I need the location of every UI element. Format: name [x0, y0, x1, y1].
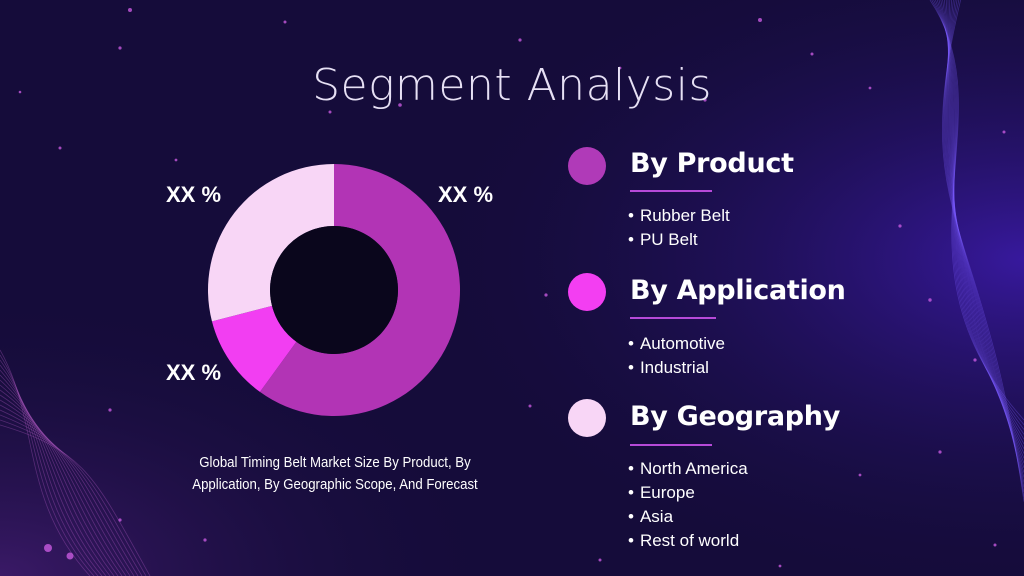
donut-slice-product: [259, 164, 461, 416]
sparkle-dot: [898, 224, 902, 228]
sparkle-dot: [1002, 130, 1006, 134]
wave-line: [0, 399, 131, 576]
wave-line: [0, 364, 103, 576]
wave-line: [944, 0, 1024, 488]
wave-line: [0, 369, 107, 576]
segment-heading-product: By Product: [630, 148, 794, 179]
sparkle-dot: [598, 558, 602, 562]
segment-divider: [630, 190, 712, 192]
wave-line: [945, 0, 1024, 483]
segment-dot-product: [568, 147, 606, 185]
sparkle-dot: [810, 52, 814, 56]
sparkle-dot: [44, 544, 52, 552]
sparkle-dot: [858, 473, 862, 477]
sparkle-dot: [58, 146, 62, 150]
sparkle-dot: [938, 450, 942, 454]
segment-divider: [630, 444, 712, 446]
slice-label-application: XX %: [166, 360, 222, 385]
slice-label-product: XX %: [438, 182, 494, 207]
wave-line: [931, 0, 1024, 426]
wave-line: [942, 0, 1024, 502]
wave-line: [947, 0, 1024, 469]
segment-dot-application: [568, 273, 606, 311]
sparkle-dot: [868, 86, 872, 90]
wave-line: [943, 0, 1024, 493]
wave-line: [0, 414, 143, 576]
wave-line: [933, 0, 1024, 430]
wave-line: [942, 0, 1024, 454]
sparkle-dot: [118, 46, 122, 50]
wave-line: [0, 349, 91, 576]
sparkle-dot: [203, 538, 207, 542]
sparkle-dot: [993, 543, 997, 547]
sparkle-dot: [174, 158, 178, 162]
donut-hole: [270, 226, 398, 354]
sparkle-dot: [66, 552, 74, 560]
slice-label-geography: XX %: [166, 182, 222, 207]
wave-line: [942, 0, 1024, 497]
chart-caption: Global Timing Belt Market Size By Produc…: [192, 454, 478, 493]
sparkle-dot: [328, 110, 332, 114]
wave-line: [945, 0, 1024, 464]
list-item: Rubber Belt: [628, 204, 730, 228]
wave-line: [944, 0, 1024, 459]
wave-line: [0, 354, 95, 576]
wave-line: [0, 394, 127, 576]
sparkle-dot: [528, 404, 532, 408]
segment-heading-geography: By Geography: [630, 401, 841, 432]
sparkle-dot: [283, 20, 287, 24]
donut-slice-application: [211, 305, 297, 392]
list-item: Rest of world: [628, 529, 748, 553]
wave-line: [0, 374, 111, 576]
wave-line: [0, 389, 123, 576]
sparkle-dot: [928, 298, 932, 302]
wave-line: [936, 0, 1024, 440]
segment-items-geography: North America Europe Asia Rest of world: [628, 457, 748, 553]
segment-divider: [630, 317, 716, 319]
wave-line: [947, 0, 1024, 473]
sparkle-dot: [973, 358, 977, 362]
wave-line: [0, 404, 135, 576]
wave-line: [935, 0, 1024, 435]
list-item: Industrial: [628, 356, 725, 380]
sparkle-dot: [518, 38, 522, 42]
sparkle-dot: [128, 8, 132, 12]
wave-line: [0, 384, 119, 576]
segment-heading-application: By Application: [630, 275, 846, 306]
sparkle-dot: [703, 98, 707, 102]
page-title: Segment Analysis: [312, 60, 712, 111]
wave-line: [946, 0, 1024, 478]
wave-line: [938, 0, 1024, 445]
segment-items-product: Rubber Belt PU Belt: [628, 204, 730, 252]
sparkle-dot: [544, 293, 548, 297]
sparkle-dot: [758, 18, 762, 22]
wave-line: [0, 359, 99, 576]
donut-slice-geography: [208, 164, 334, 322]
list-item: Europe: [628, 481, 748, 505]
wave-line: [0, 379, 115, 576]
segment-dot-geography: [568, 399, 606, 437]
sparkle-dot: [118, 518, 122, 522]
wave-line: [929, 0, 1024, 421]
segment-items-application: Automotive Industrial: [628, 332, 725, 380]
sparkle-dot: [18, 90, 22, 94]
list-item: Automotive: [628, 332, 725, 356]
list-item: Asia: [628, 505, 748, 529]
sparkle-dot: [398, 103, 402, 107]
sparkle-dot: [778, 564, 782, 568]
wave-line: [0, 409, 139, 576]
sparkle-dot: [108, 408, 112, 412]
wave-line: [0, 424, 151, 576]
list-item: North America: [628, 457, 748, 481]
wave-line: [940, 0, 1024, 449]
sparkle-dot: [618, 66, 622, 70]
wave-line: [0, 419, 147, 576]
list-item: PU Belt: [628, 228, 730, 252]
